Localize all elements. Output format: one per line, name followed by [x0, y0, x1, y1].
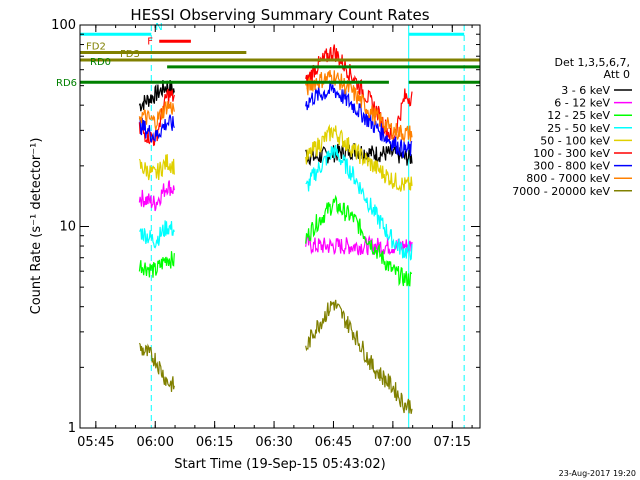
series-line: [305, 233, 413, 256]
y-tick-label: 100: [51, 18, 76, 33]
x-axis: 05:45 06:00 06:15 06:30 06:45 07:00 07:15: [77, 25, 473, 450]
legend-label: 300 - 800 keV: [533, 160, 610, 173]
series-lines: [138, 44, 413, 414]
series-line: [305, 299, 413, 414]
x-axis-label: Start Time (19-Sep-15 05:43:02): [174, 457, 385, 472]
series-line: [138, 79, 175, 112]
series-line: [138, 100, 175, 131]
x-tick-label: 06:45: [315, 435, 352, 450]
x-tick-label: 06:30: [255, 435, 292, 450]
x-tick-label: 07:15: [434, 435, 471, 450]
series-line: [138, 114, 175, 143]
legend-label: 800 - 7000 keV: [526, 172, 610, 185]
chart-title: HESSI Observing Summary Count Rates: [130, 6, 429, 24]
series-line: [305, 144, 413, 261]
legend-label: 50 - 100 keV: [540, 134, 610, 147]
series-line: [138, 220, 175, 249]
y-axis-label: Count Rate (s⁻¹ detector⁻¹): [29, 138, 44, 315]
x-tick-label: 05:45: [77, 435, 114, 450]
legend-header: Det 1,3,5,6,7,: [554, 56, 630, 69]
series-line: [305, 194, 413, 287]
legend-label: 7000 - 20000 keV: [512, 185, 610, 198]
flag-bars: NF FD2 FD3 RD0 RD6: [56, 22, 480, 89]
legend-label: 25 - 50 keV: [547, 122, 610, 135]
series-line: [305, 123, 413, 192]
y-tick-label: 10: [59, 220, 76, 235]
series-line: [138, 180, 175, 212]
series-line: [138, 251, 175, 278]
legend-label: 100 - 300 keV: [533, 147, 610, 160]
series-line: [305, 70, 413, 143]
y-axis: 1 10 100: [51, 18, 480, 436]
x-tick-label: 07:00: [374, 435, 411, 450]
x-tick-label: 06:15: [196, 435, 233, 450]
legend-label: 12 - 25 keV: [547, 109, 610, 122]
legend-label: 3 - 6 keV: [561, 84, 610, 97]
series-line: [305, 80, 413, 158]
flag-label: RD0: [90, 57, 111, 68]
legend-label: 6 - 12 keV: [554, 97, 610, 110]
x-tick-label: 06:00: [137, 435, 174, 450]
series-line: [138, 342, 175, 392]
vertical-markers: [79, 25, 465, 428]
flag-label: FD3: [120, 49, 140, 60]
flag-label: RD6: [56, 78, 77, 89]
y-tick-label: 1: [68, 421, 76, 436]
series-line: [305, 44, 413, 142]
footer-timestamp: 23-Aug-2017 19:20: [559, 469, 636, 478]
series-line: [138, 154, 175, 181]
plot-frame: [79, 24, 481, 429]
legend-header: Att 0: [604, 68, 630, 81]
flag-label: FD2: [86, 42, 106, 53]
flag-label: N: [155, 22, 162, 33]
flag-label: F: [147, 36, 153, 47]
